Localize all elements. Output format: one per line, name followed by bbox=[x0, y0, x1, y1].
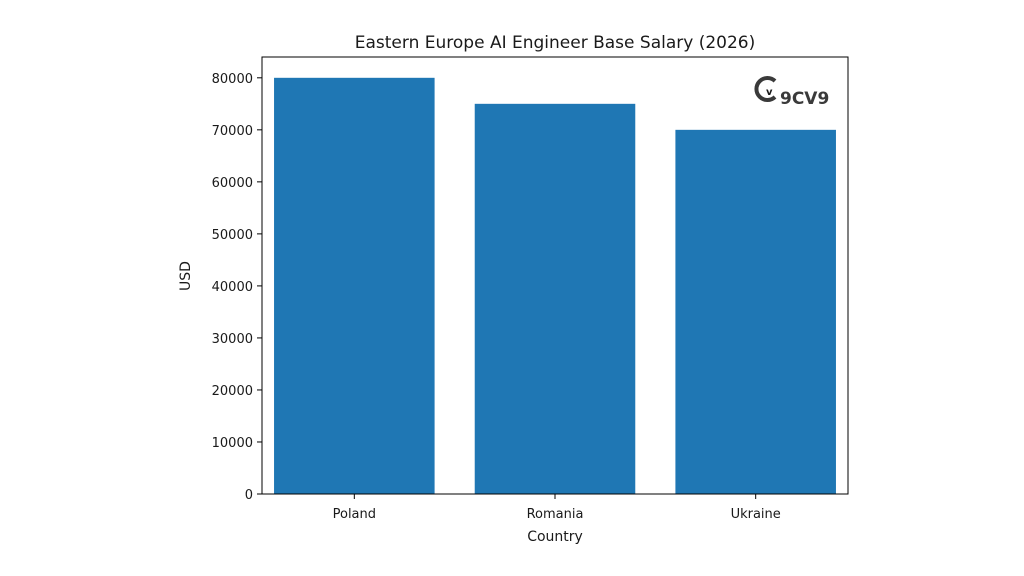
y-tick-label: 20000 bbox=[212, 384, 253, 399]
bar-romania bbox=[474, 103, 636, 495]
bar-ukraine bbox=[675, 129, 836, 495]
x-tick-label: Ukraine bbox=[731, 507, 781, 522]
svg-text:v: v bbox=[766, 87, 773, 98]
y-tick-label: 80000 bbox=[212, 72, 253, 87]
y-axis-label: USD bbox=[178, 261, 194, 291]
watermark-text: 9CV9 bbox=[780, 89, 829, 109]
bars-group bbox=[274, 77, 836, 495]
y-tick-label: 30000 bbox=[212, 332, 253, 347]
plot-frame bbox=[261, 56, 849, 495]
x-axis-label: Country bbox=[527, 529, 583, 545]
bar-poland bbox=[274, 77, 435, 495]
y-tick-label: 0 bbox=[245, 488, 253, 503]
logo-icon: v bbox=[754, 76, 777, 102]
y-axis-ticks: 0 10000 20000 30000 40000 50000 60000 70000 8000… bbox=[212, 72, 262, 503]
y-tick-label: 40000 bbox=[212, 280, 253, 295]
y-tick-label: 70000 bbox=[212, 124, 253, 139]
watermark-logo: v 9CV9 bbox=[754, 76, 829, 109]
y-tick-label: 60000 bbox=[212, 176, 253, 191]
x-tick-label: Romania bbox=[527, 507, 584, 522]
y-tick-label: 10000 bbox=[212, 436, 253, 451]
x-axis-ticks: Poland Romania Ukraine bbox=[333, 494, 781, 522]
y-tick-label: 50000 bbox=[212, 228, 253, 243]
chart-title: Eastern Europe AI Engineer Base Salary (… bbox=[355, 33, 756, 53]
x-tick-label: Poland bbox=[333, 507, 376, 522]
